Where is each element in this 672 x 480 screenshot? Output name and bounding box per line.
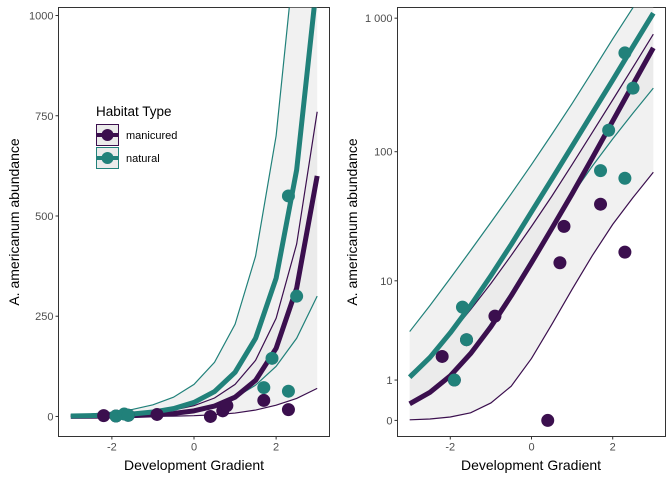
right-ci-lower-manicured [409, 171, 654, 421]
right-y-tick-label: 100 [374, 147, 392, 159]
left-x-tick-label: 0 [191, 442, 197, 454]
left-point-manicured [257, 393, 271, 407]
right-fit-line-natural [407, 11, 656, 380]
left-ribbon-natural [70, 7, 318, 417]
left-point-natural [281, 189, 295, 203]
left-y-tick-label: 500 [35, 211, 53, 223]
left-point-natural [281, 384, 295, 398]
left-point-manicured [203, 409, 217, 423]
left-point-manicured [220, 399, 234, 413]
right-point-manicured [488, 309, 502, 323]
left-point-natural [265, 351, 279, 365]
right-y-tick-label: 10 [380, 276, 392, 288]
right-point-manicured [594, 197, 608, 211]
right-y-tick-label: 1 [386, 375, 392, 387]
right-ci-upper-natural [409, 7, 634, 332]
left-point-natural [257, 381, 271, 395]
legend-title: Habitat Type [96, 104, 172, 119]
right-panel: 0 1 10 100 1 000 -2 0 2 Development Gradient A… [344, 7, 666, 473]
legend-key-natural [96, 147, 119, 169]
legend-key-manicured [96, 124, 119, 146]
left-point-natural [290, 289, 304, 303]
left-panel: 0 250 500 750 1000 -2 0 2 Development Gradient… [6, 7, 330, 473]
right-y-tick-label: 1 000 [365, 13, 393, 25]
left-y-tick-label: 250 [35, 311, 53, 323]
left-x-axis: -2 0 2 [107, 436, 279, 454]
right-point-manicured [553, 256, 567, 270]
left-y-tick-label: 1000 [29, 11, 53, 23]
right-point-natural [460, 333, 474, 347]
right-point-natural [626, 81, 640, 95]
right-point-manicured [557, 219, 571, 233]
right-point-natural [618, 171, 632, 185]
left-point-manicured [281, 403, 295, 417]
right-point-natural [618, 46, 632, 60]
left-x-tick-label: -2 [107, 442, 117, 454]
left-y-axis-title: A. americanum abundance [6, 138, 22, 306]
right-y-axis: 0 1 10 100 1 000 [365, 13, 398, 427]
left-y-axis: 0 250 500 750 1000 [29, 11, 59, 423]
left-ribbon-manicured [70, 111, 318, 417]
right-x-tick-label: -2 [445, 442, 455, 454]
left-point-manicured [97, 409, 111, 423]
right-point-manicured [618, 245, 632, 259]
legend: Habitat Type manicured natural [96, 104, 177, 169]
right-data-points [435, 46, 640, 427]
right-point-natural [447, 373, 461, 387]
left-y-tick-label: 750 [35, 111, 53, 123]
left-point-natural [121, 408, 135, 422]
right-point-manicured [435, 349, 449, 363]
left-x-axis-title: Development Gradient [124, 457, 264, 473]
right-point-manicured [541, 413, 555, 427]
right-point-natural [455, 300, 469, 314]
left-x-tick-label: 2 [273, 442, 279, 454]
left-data-points [97, 189, 304, 423]
left-y-tick-label: 0 [47, 411, 53, 423]
right-point-natural [602, 123, 616, 137]
legend-label-manicured: manicured [126, 130, 177, 142]
right-point-natural [594, 164, 608, 178]
left-confidence-ribbons [70, 7, 318, 417]
left-point-manicured [150, 407, 164, 421]
right-x-axis: -2 0 2 [445, 436, 616, 454]
right-y-tick-label: 0 [386, 415, 392, 427]
right-x-tick-label: 2 [610, 442, 616, 454]
right-y-axis-title: A. americanum abundance [344, 138, 360, 306]
right-x-axis-title: Development Gradient [461, 457, 601, 473]
right-x-tick-label: 0 [528, 442, 534, 454]
legend-label-natural: natural [126, 153, 160, 165]
